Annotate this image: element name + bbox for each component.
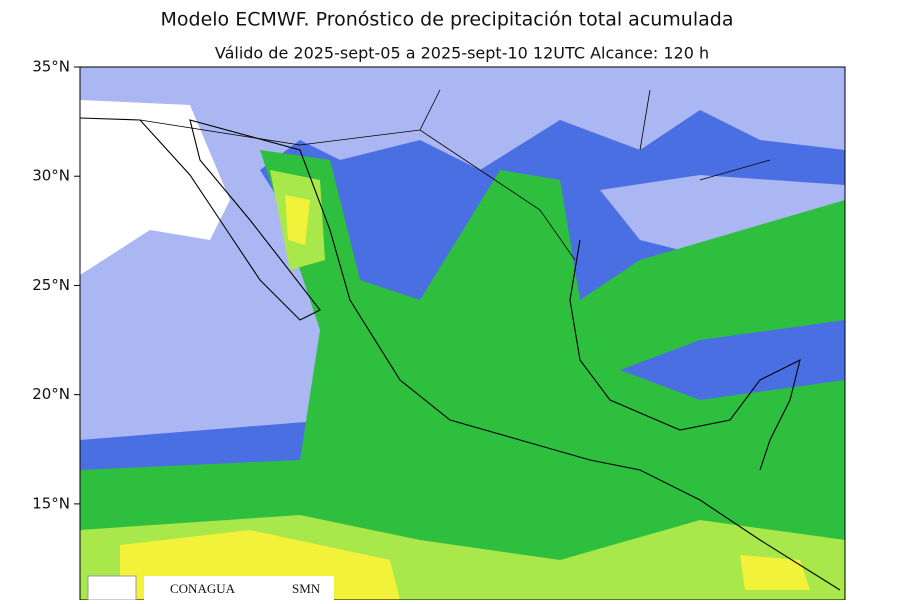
borders (139, 89, 771, 261)
subtitle: Válido de 2025-sept-05 a 2025-sept-10 12… (215, 44, 709, 63)
logo-box (87, 575, 137, 601)
field-green (80, 150, 845, 600)
title: Modelo ECMWF. Pronóstico de precipitació… (161, 9, 734, 31)
precipitation-map (80, 67, 845, 600)
coastline (80, 117, 841, 591)
logo-text: SMN (292, 581, 321, 596)
y-tick-label: 30°N (32, 167, 70, 185)
field-white (80, 100, 230, 275)
y-tick-label: 25°N (32, 276, 70, 294)
y-tick-label: 35°N (32, 58, 70, 76)
logo-box (144, 576, 334, 600)
logo-text: CONAGUA (170, 581, 236, 596)
field-yellow-north (285, 195, 310, 245)
field-yellow-east (740, 555, 810, 590)
y-tick-label: 15°N (32, 494, 70, 512)
y-tick-label: 20°N (32, 385, 70, 403)
